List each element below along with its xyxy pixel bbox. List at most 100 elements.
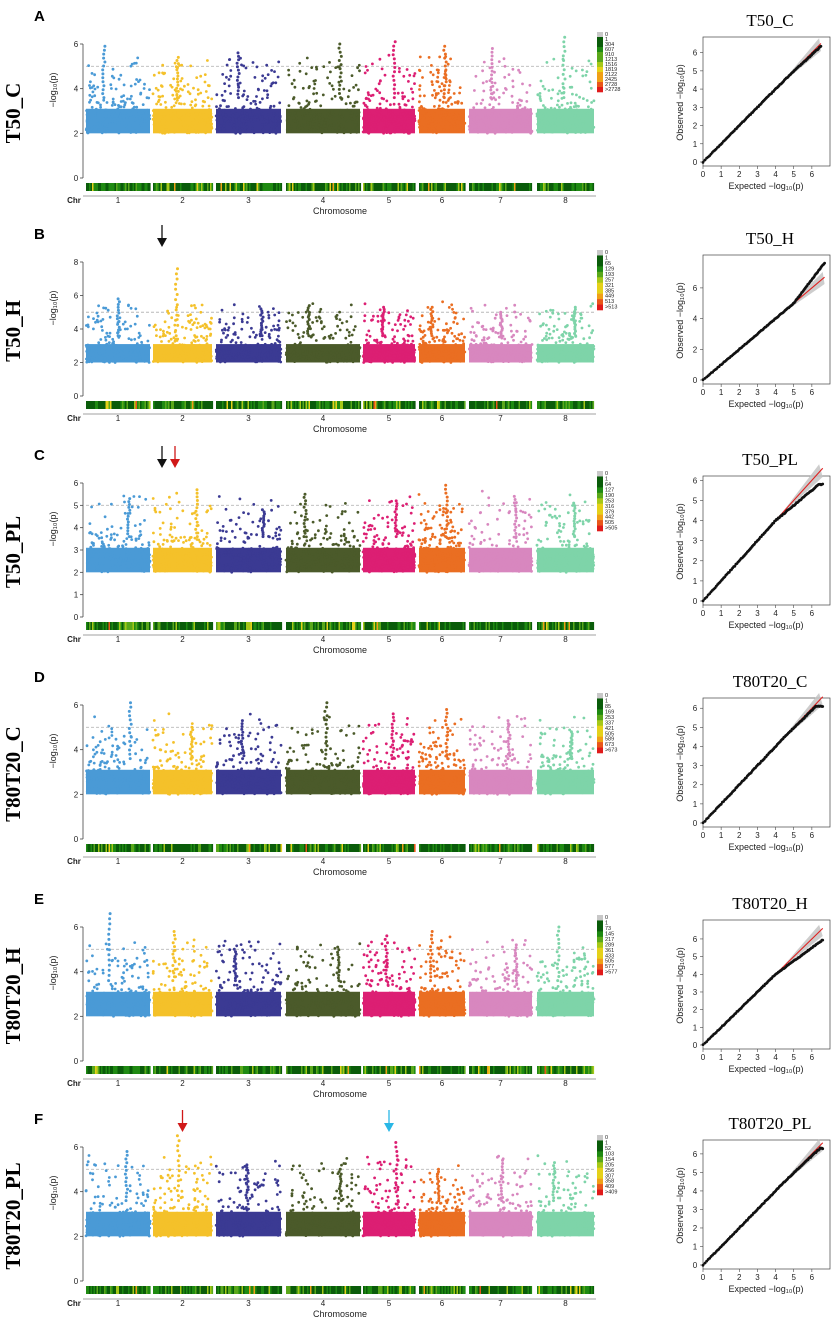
snp-point [287,73,291,77]
snp-point [433,320,437,323]
snp-point [132,347,136,351]
snp-point [199,130,203,134]
density-segment [358,183,360,191]
snp-peak-point [563,35,567,39]
snp-point [351,120,355,124]
snp-point [194,120,198,124]
snp-peak-point [101,76,105,80]
density-segment [482,183,485,191]
snp-point [235,127,239,130]
snp-point [216,115,220,119]
snp-point [290,357,293,360]
snp-point [289,125,293,128]
snp-point [525,351,528,355]
snp-point [545,128,549,132]
snp-point [115,111,119,115]
density-segment [116,183,118,191]
snp-peak-point [237,58,241,62]
snp-point [287,104,291,107]
snp-point [130,62,134,66]
snp-point [297,356,300,360]
snp-point [208,123,212,126]
snp-point [172,104,176,108]
snp-point [330,124,333,127]
density-segment [347,183,350,191]
snp-point [382,126,385,130]
snp-point [483,303,487,307]
snp-point [411,90,415,94]
density-segment [255,183,257,191]
snp-point [220,351,223,355]
snp-point [170,112,173,116]
snp-point [258,101,262,104]
snp-point [321,117,325,121]
snp-point [170,316,174,320]
snp-point [107,115,111,118]
snp-point [95,311,99,315]
snp-point [165,354,168,358]
snp-point [510,329,513,333]
snp-point [405,355,408,358]
snp-point [389,120,392,123]
density-segment [125,401,127,409]
snp-peak-point [237,85,241,89]
snp-point [293,360,296,363]
snp-point [178,126,182,130]
density-segment [524,183,527,191]
snp-peak-point [307,304,311,308]
snp-point [444,114,448,117]
snp-point [179,102,183,106]
snp-peak-point [339,71,343,75]
density-segment [99,183,102,191]
density-segment [274,183,277,191]
snp-point [332,356,335,360]
snp-point [561,118,564,122]
snp-point [123,347,127,351]
snp-point [92,327,95,331]
snp-point [277,319,281,323]
density-segment [305,183,308,191]
snp-point [133,350,137,353]
density-segment [426,183,429,191]
chromosome-3-points [214,51,282,135]
snp-point [161,63,165,67]
density-segment [441,183,444,191]
snp-point [170,105,174,109]
snp-point [410,343,414,347]
snp-peak-point [444,68,448,72]
snp-point [133,337,137,341]
snp-point [362,117,365,121]
snp-point [406,309,409,313]
snp-point [298,69,302,73]
snp-point [571,347,575,350]
density-segment [458,183,460,191]
density-segment [405,183,407,191]
snp-point [556,76,560,80]
snp-point [384,127,388,131]
snp-point [457,128,461,132]
snp-point [436,130,440,133]
snp-point [163,119,167,123]
snp-point [111,357,115,361]
density-segment [459,183,462,191]
snp-peak-point [490,54,494,58]
snp-point [133,322,137,326]
snp-point [563,113,567,116]
snp-point [573,358,576,362]
snp-point [333,113,337,117]
snp-point [480,358,484,362]
snp-point [129,64,133,68]
snp-point [409,315,413,319]
snp-point [476,120,480,123]
snp-point [447,329,450,332]
snp-point [550,359,554,362]
snp-point [406,123,410,127]
density-segment [289,183,291,191]
snp-peak-point [391,53,395,57]
snp-point [287,68,290,72]
snp-point [118,121,122,124]
snp-point [418,55,422,59]
snp-point [104,336,107,339]
density-segment [555,183,557,191]
snp-point [307,101,311,104]
